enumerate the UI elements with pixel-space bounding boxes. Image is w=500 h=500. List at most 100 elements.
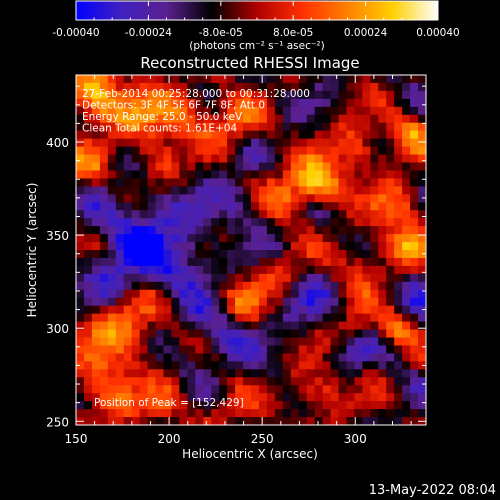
heatmap-cell	[91, 98, 101, 108]
heatmap-cell	[266, 138, 276, 147]
heatmap-cell	[139, 90, 148, 100]
heatmap-cell	[258, 377, 268, 386]
heatmap-cell	[179, 289, 188, 299]
heatmap-cell	[418, 313, 426, 322]
heatmap-cell	[274, 297, 284, 307]
heatmap-cell	[147, 138, 156, 147]
heatmap-cell	[243, 409, 252, 418]
chart-title: Reconstructed RHESSI Image	[140, 54, 359, 72]
heatmap-cell	[251, 186, 260, 195]
heatmap-cell	[163, 377, 172, 386]
heatmap-cell	[139, 321, 148, 330]
heatmap-cell	[187, 401, 196, 410]
heatmap-cell	[370, 210, 379, 219]
heatmap-cell	[314, 297, 323, 307]
heatmap-cell	[115, 242, 125, 251]
heatmap-cell	[282, 146, 292, 155]
heatmap-cell	[338, 401, 347, 410]
heatmap-cell	[227, 114, 236, 124]
heatmap-cell	[274, 154, 284, 163]
heatmap-cell	[203, 385, 212, 394]
heatmap-cell	[346, 234, 355, 243]
heatmap-cell	[330, 329, 339, 338]
heatmap-cell	[346, 265, 355, 275]
heatmap-cell	[338, 186, 347, 195]
heatmap-cell	[386, 345, 395, 354]
heatmap-cell	[123, 106, 133, 116]
heatmap-cell	[227, 361, 236, 370]
heatmap-cell	[346, 289, 355, 299]
heatmap-cell	[298, 289, 308, 299]
heatmap-cell	[99, 329, 109, 338]
heatmap-cell	[163, 98, 172, 108]
heatmap-cell	[251, 409, 260, 418]
heatmap-cell	[195, 170, 204, 179]
heatmap-cell	[203, 305, 212, 315]
heatmap-cell	[266, 90, 276, 100]
heatmap-cell	[378, 114, 387, 124]
heatmap-cell	[147, 345, 156, 354]
heatmap-cell	[91, 75, 101, 84]
heatmap-cell	[346, 313, 355, 322]
heatmap-cell	[227, 297, 236, 307]
heatmap-cell	[258, 226, 268, 235]
annotation-line: Energy Range: 25.0 - 50.0 keV	[82, 111, 243, 123]
heatmap-cell	[282, 106, 292, 116]
heatmap-cell	[274, 329, 284, 338]
heatmap-cell	[83, 273, 93, 283]
heatmap-cell	[282, 385, 292, 394]
heatmap-cell	[410, 106, 419, 116]
heatmap-cell	[211, 90, 220, 100]
heatmap-cell	[290, 98, 300, 108]
heatmap-cell	[91, 393, 101, 402]
heatmap-cell	[251, 82, 260, 92]
heatmap-cell	[131, 289, 141, 299]
heatmap-cell	[115, 226, 125, 235]
heatmap-cell	[107, 305, 117, 315]
heatmap-cell	[91, 313, 101, 322]
heatmap-cell	[107, 353, 117, 362]
heatmap-cell	[346, 393, 355, 402]
heatmap-cell	[266, 226, 276, 235]
heatmap-cell	[115, 146, 125, 155]
heatmap-cell	[410, 226, 419, 235]
heatmap-cell	[203, 178, 212, 187]
heatmap-cell	[338, 154, 347, 163]
heatmap-cell	[203, 281, 212, 291]
heatmap-cell	[171, 377, 180, 386]
heatmap-cell	[195, 186, 204, 195]
heatmap-cell	[99, 250, 109, 259]
heatmap-cell	[131, 321, 141, 330]
heatmap-cell	[155, 194, 164, 203]
heatmap-cell	[179, 90, 188, 100]
annotation-line: 27-Feb-2014 00:25:28.000 to 00:31:28.000	[82, 88, 310, 100]
heatmap-cell	[83, 194, 93, 203]
heatmap-cell	[171, 202, 180, 211]
heatmap-cell	[139, 202, 148, 211]
heatmap-cell	[306, 297, 316, 307]
heatmap-cell	[354, 170, 363, 179]
heatmap-cell	[251, 75, 260, 84]
heatmap-cell	[386, 202, 395, 211]
heatmap-cell	[115, 178, 125, 187]
heatmap-cell	[123, 377, 133, 386]
heatmap-cell	[227, 305, 236, 315]
heatmap-cell	[107, 417, 117, 425]
heatmap-cell	[290, 345, 300, 354]
heatmap-cell	[243, 194, 252, 203]
heatmap-cell	[322, 186, 331, 195]
heatmap-cell	[266, 114, 276, 124]
heatmap-cell	[314, 361, 323, 370]
heatmap-cell	[203, 218, 212, 227]
heatmap-cell	[378, 130, 387, 140]
heatmap-cell	[298, 345, 308, 354]
heatmap-cell	[171, 393, 180, 402]
heatmap-cell	[314, 385, 323, 394]
heatmap-cell	[266, 353, 276, 362]
heatmap-cell	[370, 369, 379, 378]
heatmap-cell	[91, 401, 101, 410]
heatmap-cell	[211, 210, 220, 219]
heatmap-cell	[163, 297, 172, 307]
heatmap-cell	[235, 409, 244, 418]
heatmap-cell	[243, 90, 252, 100]
